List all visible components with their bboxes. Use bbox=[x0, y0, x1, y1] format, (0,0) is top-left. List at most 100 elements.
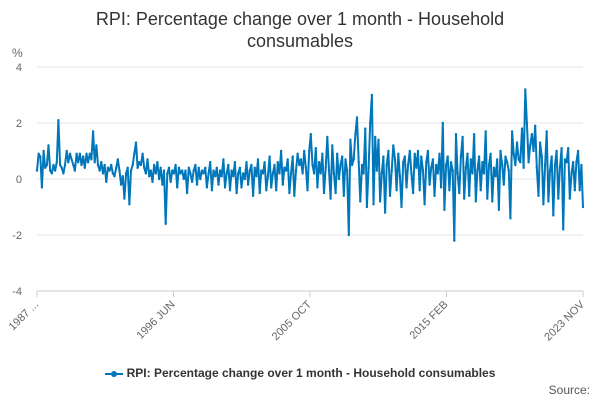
data-point[interactable] bbox=[273, 163, 276, 167]
data-point[interactable] bbox=[296, 152, 299, 155]
data-point[interactable] bbox=[339, 163, 342, 167]
data-point[interactable] bbox=[138, 161, 141, 164]
data-point[interactable] bbox=[299, 158, 303, 161]
data-point[interactable] bbox=[448, 189, 451, 192]
data-point[interactable] bbox=[334, 191, 337, 195]
data-point[interactable] bbox=[410, 172, 413, 175]
data-point[interactable] bbox=[385, 163, 388, 167]
data-point[interactable] bbox=[293, 194, 296, 197]
data-point[interactable] bbox=[250, 163, 253, 167]
data-point[interactable] bbox=[96, 163, 100, 167]
data-point[interactable] bbox=[454, 133, 458, 136]
data-point[interactable] bbox=[126, 166, 129, 169]
data-point[interactable] bbox=[284, 169, 288, 172]
data-point[interactable] bbox=[197, 166, 200, 169]
data-point[interactable] bbox=[428, 183, 431, 186]
data-point[interactable] bbox=[332, 172, 336, 175]
data-point[interactable] bbox=[156, 161, 159, 164]
data-point[interactable] bbox=[159, 166, 162, 169]
data-point[interactable] bbox=[449, 161, 453, 164]
data-point[interactable] bbox=[304, 166, 308, 169]
data-point[interactable] bbox=[44, 166, 47, 169]
data-point[interactable] bbox=[228, 189, 232, 192]
data-point[interactable] bbox=[517, 158, 520, 161]
data-point[interactable] bbox=[329, 197, 332, 200]
data-point[interactable] bbox=[195, 183, 199, 186]
data-point[interactable] bbox=[53, 169, 57, 172]
series-line[interactable] bbox=[36, 88, 584, 242]
data-point[interactable] bbox=[232, 175, 235, 178]
data-point[interactable] bbox=[218, 169, 222, 172]
data-point[interactable] bbox=[289, 172, 293, 175]
data-point[interactable] bbox=[545, 130, 548, 133]
data-point[interactable] bbox=[486, 197, 489, 200]
data-point[interactable] bbox=[578, 189, 581, 192]
data-point[interactable] bbox=[383, 211, 387, 214]
data-point[interactable] bbox=[253, 166, 256, 169]
data-point[interactable] bbox=[47, 144, 50, 147]
data-point[interactable] bbox=[496, 158, 499, 161]
data-point[interactable] bbox=[217, 183, 220, 186]
data-point[interactable] bbox=[70, 158, 73, 161]
data-point[interactable] bbox=[202, 172, 205, 175]
data-point[interactable] bbox=[425, 161, 428, 164]
data-point[interactable] bbox=[235, 191, 238, 195]
data-point[interactable] bbox=[464, 166, 468, 169]
data-point[interactable] bbox=[152, 163, 156, 167]
data-point[interactable] bbox=[144, 172, 148, 175]
data-point[interactable] bbox=[143, 166, 146, 169]
data-point[interactable] bbox=[370, 93, 374, 97]
data-point[interactable] bbox=[45, 163, 49, 167]
data-point[interactable] bbox=[129, 169, 133, 172]
data-point[interactable] bbox=[367, 166, 370, 169]
data-point[interactable] bbox=[205, 186, 209, 189]
data-point[interactable] bbox=[95, 144, 98, 147]
data-point[interactable] bbox=[240, 186, 243, 189]
data-point[interactable] bbox=[181, 169, 184, 172]
data-point[interactable] bbox=[542, 203, 545, 206]
data-point[interactable] bbox=[317, 161, 321, 164]
data-point[interactable] bbox=[78, 152, 82, 155]
data-point[interactable] bbox=[360, 163, 364, 167]
data-point[interactable] bbox=[98, 169, 101, 172]
data-point[interactable] bbox=[312, 172, 316, 175]
data-point[interactable] bbox=[507, 169, 510, 172]
data-point[interactable] bbox=[337, 177, 341, 181]
data-point[interactable] bbox=[347, 233, 350, 237]
data-point[interactable] bbox=[119, 183, 123, 186]
data-point[interactable] bbox=[451, 169, 454, 172]
data-point[interactable] bbox=[185, 191, 189, 195]
data-point[interactable] bbox=[326, 135, 329, 139]
data-point[interactable] bbox=[177, 166, 181, 169]
data-point[interactable] bbox=[562, 228, 565, 231]
data-point[interactable] bbox=[372, 203, 375, 206]
data-point[interactable] bbox=[474, 200, 477, 203]
data-point[interactable] bbox=[124, 172, 128, 175]
data-point[interactable] bbox=[82, 155, 85, 158]
data-point[interactable] bbox=[413, 152, 416, 155]
data-point[interactable] bbox=[527, 161, 530, 164]
data-point[interactable] bbox=[260, 169, 263, 172]
data-point[interactable] bbox=[261, 172, 265, 175]
data-point[interactable] bbox=[223, 186, 227, 189]
data-point[interactable] bbox=[230, 169, 233, 172]
data-point[interactable] bbox=[113, 175, 116, 178]
data-point[interactable] bbox=[350, 163, 354, 167]
data-point[interactable] bbox=[471, 172, 474, 175]
data-point[interactable] bbox=[238, 166, 242, 169]
data-point[interactable] bbox=[298, 163, 301, 167]
data-point[interactable] bbox=[86, 161, 90, 164]
data-point[interactable] bbox=[90, 158, 93, 161]
data-point[interactable] bbox=[374, 135, 377, 139]
data-point[interactable] bbox=[306, 189, 309, 192]
data-point[interactable] bbox=[288, 191, 291, 195]
data-point[interactable] bbox=[349, 138, 352, 141]
data-point[interactable] bbox=[169, 180, 172, 183]
data-point[interactable] bbox=[491, 200, 494, 203]
data-point[interactable] bbox=[540, 155, 543, 158]
data-point[interactable] bbox=[58, 163, 62, 167]
data-point[interactable] bbox=[580, 163, 583, 167]
data-point[interactable] bbox=[35, 169, 39, 172]
data-point[interactable] bbox=[344, 158, 347, 161]
data-point[interactable] bbox=[406, 163, 410, 167]
